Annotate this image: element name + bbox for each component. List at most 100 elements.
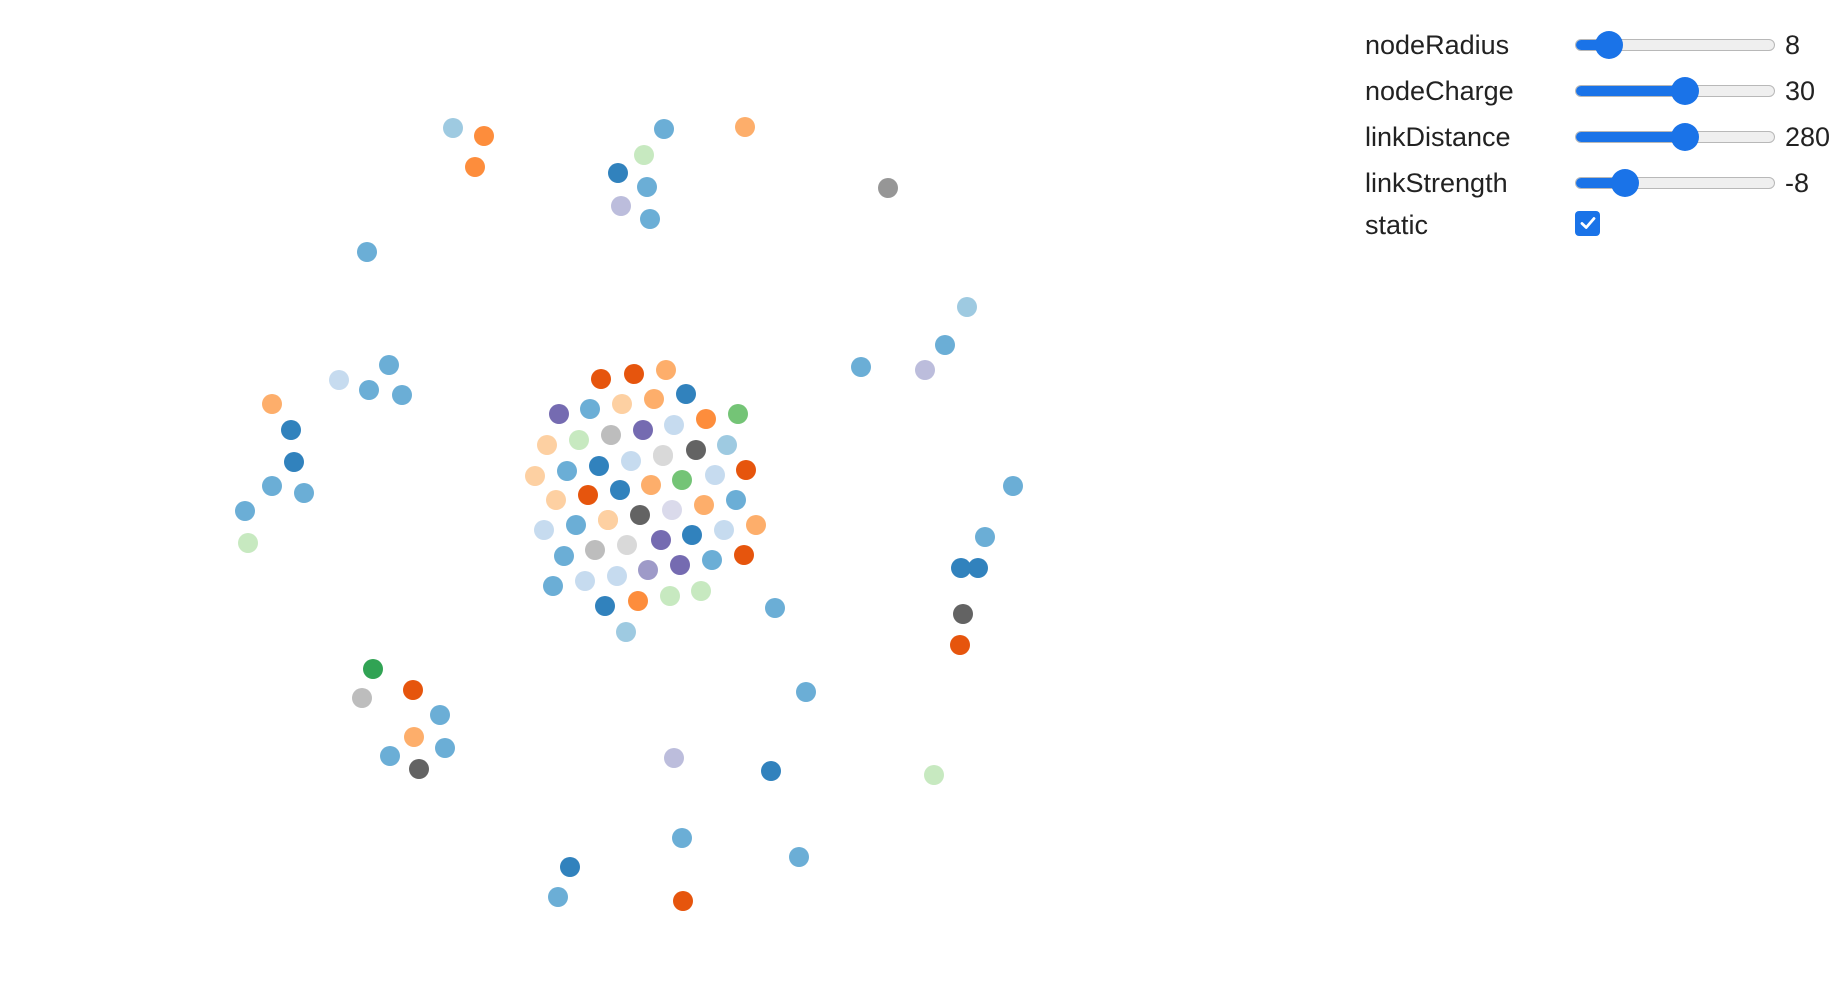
graph-node[interactable]: [662, 500, 682, 520]
graph-node[interactable]: [968, 558, 988, 578]
graph-node[interactable]: [953, 604, 973, 624]
graph-node[interactable]: [616, 622, 636, 642]
graph-node[interactable]: [924, 765, 944, 785]
graph-node[interactable]: [608, 163, 628, 183]
graph-node[interactable]: [717, 435, 737, 455]
graph-node[interactable]: [580, 399, 600, 419]
graph-node[interactable]: [610, 480, 630, 500]
graph-node[interactable]: [284, 452, 304, 472]
graph-node[interactable]: [651, 530, 671, 550]
static-checkbox[interactable]: [1575, 210, 1600, 236]
graph-node[interactable]: [765, 598, 785, 618]
graph-node[interactable]: [789, 847, 809, 867]
graph-node[interactable]: [589, 456, 609, 476]
graph-node[interactable]: [691, 581, 711, 601]
graph-node[interactable]: [935, 335, 955, 355]
graph-node[interactable]: [682, 525, 702, 545]
graph-node[interactable]: [404, 727, 424, 747]
graph-node[interactable]: [702, 550, 722, 570]
graph-node[interactable]: [705, 465, 725, 485]
graph-node[interactable]: [235, 501, 255, 521]
graph-node[interactable]: [851, 357, 871, 377]
graph-node[interactable]: [392, 385, 412, 405]
graph-node[interactable]: [624, 364, 644, 384]
graph-node[interactable]: [357, 242, 377, 262]
graph-node[interactable]: [696, 409, 716, 429]
graph-node[interactable]: [238, 533, 258, 553]
graph-node[interactable]: [694, 495, 714, 515]
graph-node[interactable]: [380, 746, 400, 766]
graph-node[interactable]: [878, 178, 898, 198]
graph-node[interactable]: [714, 520, 734, 540]
graph-node[interactable]: [630, 505, 650, 525]
graph-node[interactable]: [637, 177, 657, 197]
graph-node[interactable]: [676, 384, 696, 404]
graph-node[interactable]: [726, 490, 746, 510]
node-charge-slider-thumb[interactable]: [1671, 77, 1699, 105]
graph-node[interactable]: [628, 591, 648, 611]
graph-node[interactable]: [474, 126, 494, 146]
graph-node[interactable]: [796, 682, 816, 702]
graph-node[interactable]: [654, 119, 674, 139]
graph-node[interactable]: [607, 566, 627, 586]
graph-node[interactable]: [653, 446, 673, 466]
graph-node[interactable]: [262, 476, 282, 496]
graph-node[interactable]: [435, 738, 455, 758]
graph-node[interactable]: [617, 535, 637, 555]
link-distance-slider-thumb[interactable]: [1671, 123, 1699, 151]
graph-node[interactable]: [554, 546, 574, 566]
graph-node[interactable]: [640, 209, 660, 229]
graph-node[interactable]: [591, 369, 611, 389]
graph-node[interactable]: [611, 196, 631, 216]
graph-node[interactable]: [575, 571, 595, 591]
graph-node[interactable]: [403, 680, 423, 700]
force-graph-canvas[interactable]: [0, 0, 1150, 982]
graph-node[interactable]: [560, 857, 580, 877]
graph-node[interactable]: [612, 394, 632, 414]
graph-node[interactable]: [660, 586, 680, 606]
graph-node[interactable]: [638, 560, 658, 580]
graph-node[interactable]: [1003, 476, 1023, 496]
graph-node[interactable]: [525, 466, 545, 486]
node-charge-slider[interactable]: [1575, 76, 1775, 106]
graph-node[interactable]: [735, 117, 755, 137]
graph-node[interactable]: [430, 705, 450, 725]
link-strength-slider-thumb[interactable]: [1611, 169, 1639, 197]
graph-node[interactable]: [915, 360, 935, 380]
graph-node[interactable]: [736, 460, 756, 480]
graph-node[interactable]: [352, 688, 372, 708]
graph-node[interactable]: [359, 380, 379, 400]
graph-node[interactable]: [557, 461, 577, 481]
graph-node[interactable]: [950, 635, 970, 655]
node-radius-slider[interactable]: [1575, 30, 1775, 60]
graph-node[interactable]: [672, 470, 692, 490]
graph-node[interactable]: [656, 360, 676, 380]
graph-node[interactable]: [951, 558, 971, 578]
graph-node[interactable]: [566, 515, 586, 535]
graph-node[interactable]: [686, 440, 706, 460]
graph-node[interactable]: [578, 485, 598, 505]
graph-node[interactable]: [537, 435, 557, 455]
graph-node[interactable]: [670, 555, 690, 575]
graph-node[interactable]: [644, 389, 664, 409]
graph-node[interactable]: [443, 118, 463, 138]
graph-node[interactable]: [543, 576, 563, 596]
graph-node[interactable]: [465, 157, 485, 177]
graph-node[interactable]: [598, 510, 618, 530]
graph-node[interactable]: [329, 370, 349, 390]
graph-node[interactable]: [281, 420, 301, 440]
graph-node[interactable]: [569, 430, 589, 450]
graph-node[interactable]: [294, 483, 314, 503]
graph-node[interactable]: [746, 515, 766, 535]
graph-node[interactable]: [534, 520, 554, 540]
link-distance-slider[interactable]: [1575, 122, 1775, 152]
graph-node[interactable]: [975, 527, 995, 547]
graph-node[interactable]: [546, 490, 566, 510]
graph-node[interactable]: [634, 145, 654, 165]
graph-node[interactable]: [585, 540, 605, 560]
graph-node[interactable]: [664, 748, 684, 768]
graph-node[interactable]: [379, 355, 399, 375]
graph-node[interactable]: [633, 420, 653, 440]
graph-node[interactable]: [595, 596, 615, 616]
graph-node[interactable]: [734, 545, 754, 565]
